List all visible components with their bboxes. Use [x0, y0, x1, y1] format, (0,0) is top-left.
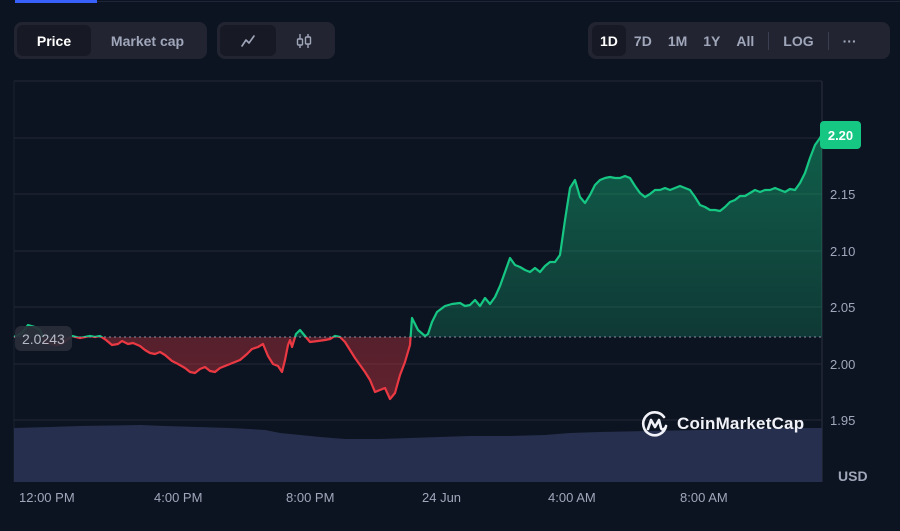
line-chart-icon [241, 34, 255, 47]
coinmarketcap-watermark: CoinMarketCap [640, 409, 804, 439]
y-tick-label: 2.05 [830, 300, 856, 315]
up-area-fill [14, 134, 822, 337]
data-type-toggle: Price Market cap [14, 22, 207, 59]
currency-label: USD [838, 468, 868, 484]
market-cap-tab[interactable]: Market cap [110, 32, 185, 49]
line-chart-button[interactable] [220, 25, 276, 56]
y-tick-label: 2.15 [830, 187, 856, 202]
range-1m-button[interactable]: 1M [667, 32, 688, 49]
range-divider [768, 31, 770, 50]
y-tick-label: 2.10 [830, 244, 856, 259]
volume-bars [14, 425, 822, 482]
candlestick-chart-button[interactable] [276, 25, 332, 56]
range-1d-button[interactable]: 1D [592, 25, 626, 56]
watermark-text: CoinMarketCap [677, 414, 805, 433]
price-tab[interactable]: Price [17, 25, 91, 56]
chart-type-toggle [217, 22, 335, 59]
candlestick-icon [296, 33, 312, 48]
log-scale-button[interactable]: LOG [783, 32, 814, 49]
x-tick-label: 24 Jun [422, 490, 462, 505]
range-1y-button[interactable]: 1Y [703, 32, 721, 49]
range-divider [827, 31, 829, 50]
down-area-fill [14, 337, 822, 399]
x-tick-label: 12:00 PM [19, 490, 75, 505]
time-range-selector: 1D 7D 1M 1Y All LOG ··· [588, 22, 890, 59]
tab-divider [97, 1, 900, 2]
price-line-down [14, 337, 426, 401]
open-price-label: 2.0243 [15, 326, 72, 351]
coinmarketcap-logo-icon [641, 410, 668, 437]
y-tick-label: 2.00 [830, 357, 856, 372]
current-price-badge: 2.20 [820, 121, 861, 149]
x-tick-label: 8:00 AM [680, 490, 728, 505]
range-7d-button[interactable]: 7D [633, 32, 652, 49]
active-tab-indicator [15, 0, 97, 3]
y-tick-label: 1.95 [830, 413, 856, 428]
range-all-button[interactable]: All [736, 32, 755, 49]
x-tick-label: 8:00 PM [286, 490, 335, 505]
price-line-up [13, 133, 823, 337]
x-tick-label: 4:00 PM [154, 490, 203, 505]
more-options-button[interactable]: ··· [842, 32, 857, 49]
x-tick-label: 4:00 AM [548, 490, 596, 505]
